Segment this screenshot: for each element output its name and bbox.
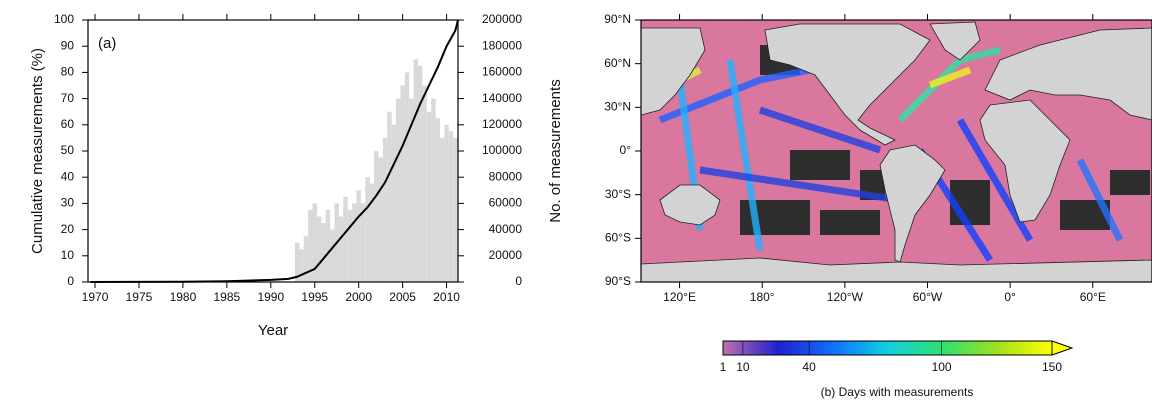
y-tick-label: 10 xyxy=(61,248,75,262)
x-tick-label: 1980 xyxy=(170,290,197,304)
lon-tick-label: 60°W xyxy=(913,290,943,304)
bar xyxy=(391,124,397,282)
bar xyxy=(378,157,383,282)
colorbar-tick-label: 100 xyxy=(932,360,952,374)
lat-tick-label: 30°S xyxy=(605,187,631,201)
y2-tick-label: 20000 xyxy=(489,248,523,262)
y-tick-label: 60 xyxy=(61,117,75,131)
bar xyxy=(312,203,317,282)
y2-tick-label: 80000 xyxy=(489,169,523,183)
bar xyxy=(316,216,322,282)
line xyxy=(90,19,459,283)
x-tick-label: 2010 xyxy=(433,290,460,304)
bar xyxy=(409,98,414,282)
bar xyxy=(299,249,304,282)
y2-tick-label: 200000 xyxy=(482,12,522,26)
y-tick-label: 0 xyxy=(67,274,74,288)
bar xyxy=(347,209,353,282)
bar xyxy=(330,229,335,282)
bar xyxy=(338,216,344,282)
y-tick-label: 30 xyxy=(61,196,75,210)
bar xyxy=(435,118,440,282)
lat-tick-label: 60°N xyxy=(604,56,631,70)
bar xyxy=(356,190,361,282)
y-tick-label: 70 xyxy=(61,91,75,105)
bar xyxy=(374,151,379,282)
bar xyxy=(382,137,388,282)
bar xyxy=(360,203,366,282)
map xyxy=(640,19,1152,283)
bar xyxy=(453,137,458,282)
y2-tick-label: 0 xyxy=(515,274,522,288)
bar xyxy=(325,209,331,282)
bar xyxy=(352,203,357,282)
lat-tick-label: 30°N xyxy=(604,100,631,114)
bar xyxy=(303,236,309,282)
lat-tick-label: 60°S xyxy=(605,231,631,245)
colorbar xyxy=(722,340,1053,356)
bar xyxy=(365,177,370,282)
y2-axis-label: No. of measurements xyxy=(547,79,564,222)
y-axis-label: Cumulative measurements (%) xyxy=(29,48,46,254)
lat-tick-label: 90°N xyxy=(604,12,631,26)
bar xyxy=(426,111,432,282)
bar xyxy=(369,183,375,282)
colorbar-arrow xyxy=(1051,340,1074,356)
lon-tick-label: 60°E xyxy=(1080,290,1106,304)
y2-tick-label: 40000 xyxy=(489,222,523,236)
lat-tick-label: 0° xyxy=(620,143,632,157)
y-tick-label: 80 xyxy=(61,65,75,79)
colorbar-tick-label: 40 xyxy=(802,360,816,374)
bar xyxy=(387,111,392,282)
bar xyxy=(343,196,348,282)
lon-tick-label: 0° xyxy=(1004,290,1016,304)
bar xyxy=(413,59,419,282)
bar xyxy=(439,137,445,282)
bar xyxy=(396,98,401,282)
y2-tick-label: 140000 xyxy=(482,91,522,105)
y-tick-label: 20 xyxy=(61,222,75,236)
bar xyxy=(431,98,436,282)
bar xyxy=(321,223,326,282)
y2-tick-label: 120000 xyxy=(482,117,522,131)
land xyxy=(640,21,1152,283)
colorbar-tick-label: 150 xyxy=(1042,360,1062,374)
y2-tick-label: 160000 xyxy=(482,65,522,79)
x-tick-label: 1970 xyxy=(82,290,109,304)
x-tick-label: 1975 xyxy=(126,290,153,304)
y2-tick-label: 60000 xyxy=(489,196,523,210)
x-tick-label: 2000 xyxy=(345,290,372,304)
y-tick-label: 100 xyxy=(54,12,74,26)
bar xyxy=(400,85,405,282)
lon-tick-label: 120°E xyxy=(663,290,696,304)
bar xyxy=(422,85,427,282)
x-tick-label: 1990 xyxy=(257,290,284,304)
y2-tick-label: 100000 xyxy=(482,143,522,157)
lat-tick-label: 90°S xyxy=(605,274,631,288)
colorbar-tick-label: 1 xyxy=(720,360,727,374)
lon-tick-label: 180° xyxy=(750,290,775,304)
colorbar-label: (b) Days with measurements xyxy=(821,385,974,399)
y-tick-label: 40 xyxy=(61,169,75,183)
x-tick-label: 2005 xyxy=(389,290,416,304)
panel-label: (a) xyxy=(98,35,116,52)
bar xyxy=(308,209,313,282)
lon-tick-label: 120°W xyxy=(827,290,864,304)
y-tick-label: 50 xyxy=(61,143,75,157)
y2-tick-label: 180000 xyxy=(482,38,522,52)
y-tick-label: 90 xyxy=(61,38,75,52)
x-tick-label: 1985 xyxy=(214,290,241,304)
x-tick-label: 1995 xyxy=(301,290,328,304)
bar xyxy=(448,131,454,282)
bar xyxy=(404,72,410,283)
bar xyxy=(294,242,300,282)
bar xyxy=(444,124,449,282)
colorbar-tick-label: 10 xyxy=(736,360,750,374)
bar xyxy=(418,65,423,282)
x-axis-label: Year xyxy=(258,322,288,339)
